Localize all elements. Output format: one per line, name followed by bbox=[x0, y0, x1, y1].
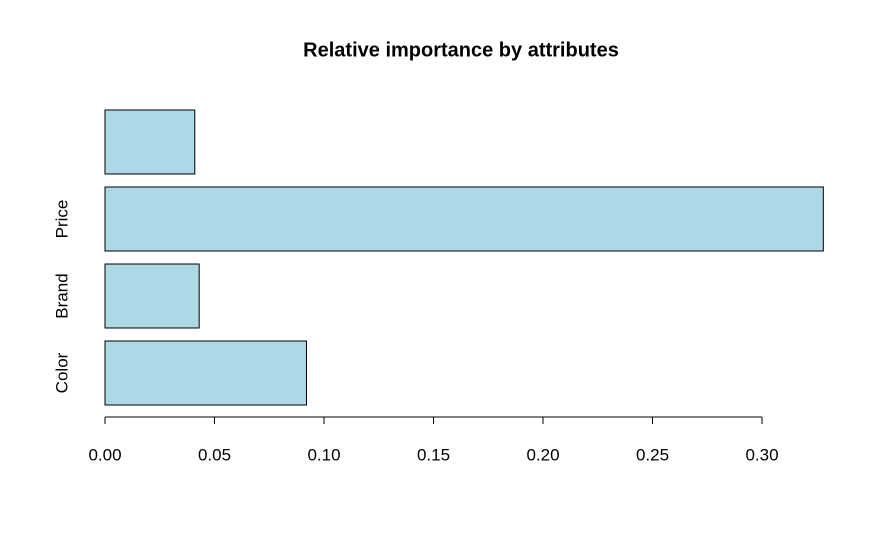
bar bbox=[104, 263, 200, 329]
x-tick-label: 0.30 bbox=[745, 445, 778, 464]
y-tick-label: Price bbox=[52, 200, 71, 239]
x-tick-label: 0.15 bbox=[417, 445, 450, 464]
x-tick-label: 0.05 bbox=[198, 445, 231, 464]
chart-title: Relative importance by attributes bbox=[303, 39, 619, 61]
y-tick-label: Brand bbox=[52, 273, 71, 318]
x-tick-label: 0.10 bbox=[307, 445, 340, 464]
bar bbox=[104, 186, 824, 252]
x-tick-label: 0.00 bbox=[88, 445, 121, 464]
bar bbox=[104, 340, 307, 406]
bar bbox=[104, 109, 196, 175]
x-tick-label: 0.25 bbox=[636, 445, 669, 464]
x-tick-label: 0.20 bbox=[526, 445, 559, 464]
y-tick-label: Color bbox=[52, 352, 71, 393]
